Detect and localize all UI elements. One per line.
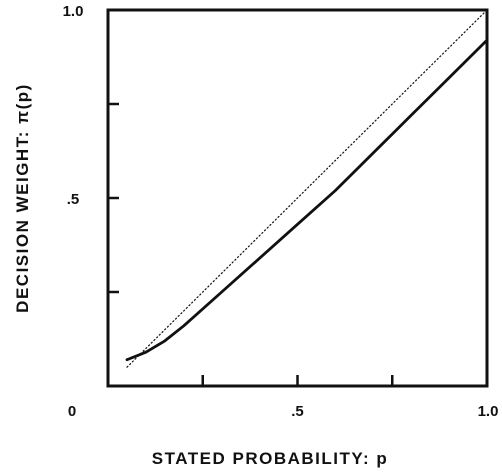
y-tick-label-1: 1.0 [63, 3, 84, 20]
reference-diagonal-line [126, 9, 488, 368]
y-axis-title: DECISION WEIGHT: π(p) [13, 83, 32, 313]
y-tick-label-0: .5 [67, 191, 80, 208]
x-axis-tick-labels: 0 .5 1.0 [68, 403, 499, 420]
x-axis-title: STATED PROBABILITY: p [152, 449, 388, 468]
series-group [125, 9, 489, 368]
x-tick-label-0: 0 [68, 403, 76, 420]
x-axis-ticks [201, 375, 489, 386]
decision-weight-curve [125, 38, 489, 362]
y-axis-tick-labels: .5 1.0 [63, 3, 84, 208]
x-tick-label-2: 1.0 [478, 403, 499, 420]
y-axis-ticks [108, 8, 119, 294]
x-tick-label-1: .5 [291, 403, 304, 420]
